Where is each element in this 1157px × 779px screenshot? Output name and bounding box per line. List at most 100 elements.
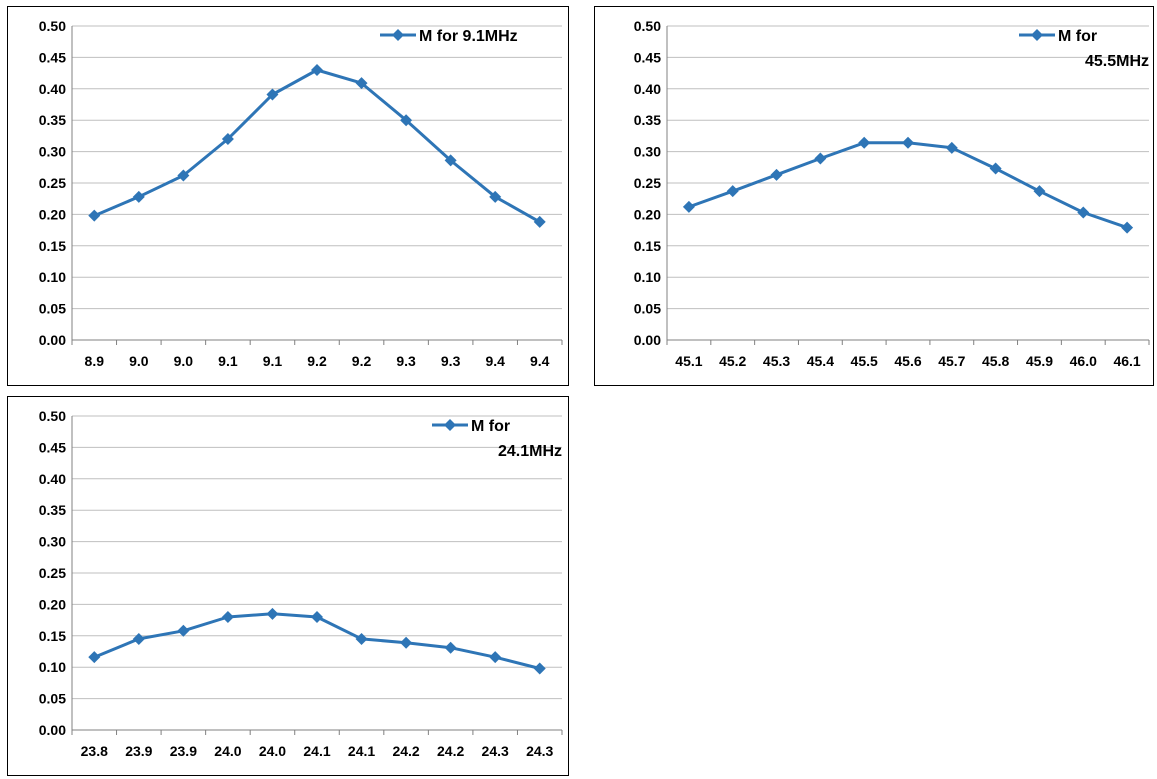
y-tick-label: 0.15: [39, 628, 66, 644]
data-point-marker: [682, 200, 695, 213]
data-point-marker: [1077, 206, 1090, 219]
y-tick-label: 0.50: [39, 408, 66, 424]
x-tick-label: 24.2: [392, 743, 419, 759]
y-tick-label: 0.25: [39, 175, 66, 191]
data-point-marker: [400, 636, 413, 649]
legend-label: 24.1MHz: [498, 443, 562, 460]
x-tick-label: 9.3: [441, 353, 461, 369]
x-tick-label: 45.9: [1026, 353, 1053, 369]
chart-svg: 0.00 0.05 0.10 0.15 0.20 0.25 0.30 0.35 0.40 0.45…: [39, 408, 563, 759]
y-tick-label: 0.05: [39, 301, 66, 317]
x-tick-label: 9.1: [218, 353, 238, 369]
data-point-marker: [489, 190, 502, 203]
y-tick-label: 0.00: [39, 332, 66, 348]
data-point-marker: [770, 168, 783, 181]
data-point-marker: [132, 190, 145, 203]
y-tick-label: 0.45: [634, 49, 661, 65]
x-tick-label: 46.1: [1113, 353, 1140, 369]
x-tick-label: 9.4: [530, 353, 550, 369]
chart-svg: 0.00 0.05 0.10 0.15 0.20 0.25 0.30 0.35 0.40 0.45…: [634, 18, 1150, 369]
diamond-icon: [1031, 29, 1043, 41]
x-tick-label: 45.3: [763, 353, 790, 369]
data-point-marker: [1121, 221, 1134, 234]
data-point-marker: [132, 632, 145, 645]
data-point-marker: [88, 209, 101, 222]
data-point-marker: [444, 641, 457, 654]
x-tick-label: 8.9: [85, 353, 105, 369]
x-tick-label: 45.8: [982, 353, 1009, 369]
legend-label: M for: [471, 418, 510, 435]
legend-label: M for: [1058, 28, 1097, 45]
y-tick-label: 0.40: [634, 81, 661, 97]
y-tick-label: 0.15: [634, 238, 661, 254]
x-tick-label: 23.8: [81, 743, 108, 759]
y-tick-label: 0.20: [634, 206, 661, 222]
chart-m-45-5mhz: 0.00 0.05 0.10 0.15 0.20 0.25 0.30 0.35 0.40 0.45…: [594, 6, 1154, 386]
data-point-marker: [177, 169, 190, 182]
y-tick-label: 0.30: [39, 534, 66, 550]
data-point-marker: [902, 136, 914, 149]
y-tick-label: 0.20: [39, 596, 66, 612]
y-tick-label: 0.05: [634, 301, 661, 317]
x-tick-label: 45.6: [894, 353, 921, 369]
chart-svg: 0.00 0.05 0.10 0.15 0.20 0.25 0.30 0.35 0.40 0.45…: [39, 18, 563, 369]
data-point-marker: [266, 607, 279, 620]
y-tick-label: 0.35: [634, 112, 661, 128]
data-point-marker: [177, 624, 190, 637]
y-tick-label: 0.20: [39, 206, 66, 222]
x-tick-label: 9.3: [396, 353, 416, 369]
y-tick-label: 0.30: [634, 144, 661, 160]
x-tick-label: 9.2: [307, 353, 327, 369]
data-point-marker: [355, 632, 368, 645]
x-tick-label: 9.0: [129, 353, 149, 369]
data-point-marker: [88, 651, 101, 664]
data-point-marker: [311, 610, 323, 623]
x-tick-label: 23.9: [125, 743, 152, 759]
y-tick-label: 0.35: [39, 502, 66, 518]
data-point-marker: [311, 63, 323, 76]
x-tick-label: 24.1: [348, 743, 375, 759]
x-tick-label: 24.3: [482, 743, 509, 759]
y-tick-label: 0.45: [39, 439, 66, 455]
data-point-marker: [266, 88, 279, 101]
data-point-marker: [533, 215, 546, 228]
y-tick-label: 0.10: [634, 269, 661, 285]
x-tick-label: 24.0: [259, 743, 286, 759]
y-tick-label: 0.15: [39, 238, 66, 254]
data-point-marker: [858, 136, 871, 149]
y-tick-label: 0.00: [634, 332, 661, 348]
x-tick-label: 9.0: [174, 353, 194, 369]
y-tick-label: 0.45: [39, 49, 66, 65]
y-tick-label: 0.10: [39, 659, 66, 675]
y-tick-label: 0.40: [39, 81, 66, 97]
data-point-marker: [533, 662, 546, 675]
x-tick-label: 24.1: [303, 743, 330, 759]
data-point-marker: [400, 114, 413, 127]
x-tick-label: 46.0: [1070, 353, 1097, 369]
y-tick-label: 0.05: [39, 691, 66, 707]
diamond-icon: [444, 419, 456, 431]
x-tick-label: 24.3: [526, 743, 553, 759]
y-tick-label: 0.25: [634, 175, 661, 191]
data-point-marker: [814, 152, 827, 165]
data-point-marker: [989, 162, 1002, 175]
y-tick-label: 0.10: [39, 269, 66, 285]
x-tick-label: 9.4: [485, 353, 505, 369]
y-tick-label: 0.00: [39, 722, 66, 738]
x-tick-label: 45.5: [851, 353, 878, 369]
series-line: [93, 68, 541, 224]
data-point-marker: [726, 185, 739, 198]
x-tick-label: 45.1: [675, 353, 702, 369]
diamond-icon: [392, 29, 404, 41]
x-tick-label: 24.0: [214, 743, 241, 759]
legend-label: 45.5MHz: [1085, 53, 1149, 70]
data-point-marker: [444, 154, 457, 167]
legend-label: M for 9.1MHz: [419, 28, 518, 45]
y-tick-label: 0.50: [634, 18, 661, 34]
data-point-marker: [221, 133, 234, 146]
x-tick-label: 9.2: [352, 353, 372, 369]
data-point-marker: [945, 141, 958, 154]
data-point-marker: [355, 77, 368, 90]
y-tick-label: 0.30: [39, 144, 66, 160]
y-tick-label: 0.50: [39, 18, 66, 34]
